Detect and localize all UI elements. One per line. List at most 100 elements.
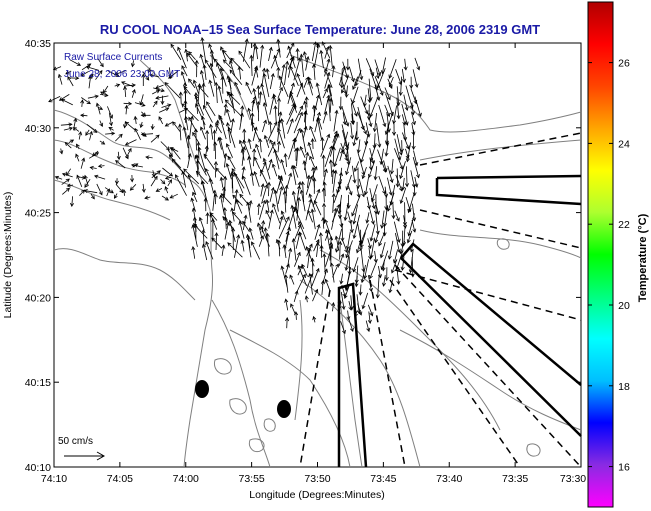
- current-vector-head: [88, 74, 93, 80]
- current-vector-head: [235, 199, 240, 204]
- current-vector: [192, 132, 199, 143]
- current-vector: [329, 45, 333, 68]
- current-vector-head: [315, 82, 320, 87]
- current-vector-head: [259, 168, 264, 174]
- current-vector: [334, 147, 341, 167]
- current-vector-head: [76, 143, 80, 148]
- current-vector-head: [168, 74, 173, 79]
- current-vector-head: [311, 63, 317, 68]
- current-vector: [359, 284, 362, 295]
- current-vector-head: [131, 89, 136, 94]
- current-vector: [84, 190, 98, 194]
- current-vector: [122, 147, 129, 159]
- current-vector-head: [316, 223, 321, 229]
- current-vector: [341, 75, 350, 94]
- current-vector: [97, 58, 104, 67]
- current-vector: [227, 242, 243, 258]
- current-vector: [220, 177, 224, 188]
- current-vector-head: [288, 172, 293, 177]
- current-vector-head: [72, 127, 78, 131]
- current-vector: [396, 266, 400, 285]
- current-vector-head: [195, 159, 200, 164]
- current-vector: [263, 158, 271, 180]
- current-vector: [187, 53, 198, 68]
- current-vector: [315, 95, 319, 108]
- current-vector-head: [392, 120, 397, 125]
- current-vector-head: [164, 122, 169, 127]
- current-vector-head: [342, 65, 346, 71]
- current-vector-head: [229, 60, 233, 65]
- current-vector-head: [336, 203, 341, 209]
- current-vector: [67, 184, 74, 187]
- current-vector-head: [208, 79, 213, 84]
- current-vector-head: [201, 82, 206, 88]
- current-vector-head: [223, 175, 228, 180]
- current-vector: [212, 190, 216, 211]
- current-vector-head: [316, 188, 321, 193]
- current-vector-head: [191, 224, 196, 229]
- current-vector: [259, 138, 262, 153]
- current-vector: [248, 108, 253, 123]
- current-vector: [285, 299, 289, 311]
- current-vector: [251, 241, 261, 260]
- current-vector: [353, 204, 358, 224]
- current-vector: [314, 112, 320, 133]
- current-vector-head: [183, 168, 188, 173]
- current-vector: [167, 149, 173, 157]
- current-vector: [399, 161, 406, 179]
- current-vector: [99, 140, 105, 145]
- current-vector: [267, 141, 276, 157]
- current-vector: [242, 176, 251, 196]
- current-vector-head: [250, 112, 255, 117]
- current-vector: [381, 57, 386, 74]
- current-vector: [234, 234, 240, 258]
- current-vector: [321, 280, 324, 295]
- current-vector-head: [164, 196, 169, 201]
- current-vector: [396, 249, 404, 270]
- current-vector-head: [411, 145, 416, 151]
- current-vector-head: [319, 244, 324, 249]
- current-vector-head: [260, 83, 265, 88]
- current-vector: [375, 212, 379, 235]
- current-vector: [164, 82, 181, 99]
- current-vector: [292, 191, 298, 215]
- current-vector: [225, 217, 227, 229]
- current-vector-head: [407, 232, 412, 237]
- current-vector: [302, 126, 307, 140]
- current-vector: [414, 176, 418, 188]
- current-vector: [165, 122, 173, 127]
- current-vector: [293, 112, 303, 134]
- current-vector: [274, 105, 277, 123]
- current-vector-head: [91, 195, 95, 200]
- current-vector: [260, 169, 268, 185]
- current-vector-head: [344, 266, 349, 272]
- current-vector-head: [205, 241, 210, 246]
- current-vector-head: [273, 189, 278, 194]
- current-vector: [168, 70, 179, 79]
- lane-ambrose-outline: [435, 174, 582, 206]
- current-vector: [131, 164, 143, 168]
- current-vector: [87, 95, 99, 99]
- current-vector-head: [294, 290, 299, 295]
- current-vector-head: [164, 82, 169, 87]
- current-vector: [396, 134, 402, 155]
- current-vector: [394, 138, 401, 160]
- current-vector: [247, 234, 252, 258]
- current-vector-head: [183, 89, 188, 94]
- current-vector-head: [155, 188, 160, 192]
- current-vector-head: [222, 59, 227, 64]
- current-vector: [369, 68, 378, 91]
- current-vector-head: [364, 110, 369, 115]
- current-vector: [414, 57, 420, 70]
- current-vector: [263, 102, 270, 124]
- current-vector-head: [127, 101, 133, 106]
- current-vector: [260, 183, 264, 197]
- current-vector-head: [350, 135, 355, 140]
- current-vector: [296, 147, 299, 167]
- current-vector: [61, 178, 70, 185]
- current-vector: [349, 66, 355, 82]
- current-vector: [294, 252, 301, 267]
- current-vector-head: [309, 155, 313, 160]
- current-vector: [239, 113, 243, 130]
- current-vector: [335, 228, 342, 252]
